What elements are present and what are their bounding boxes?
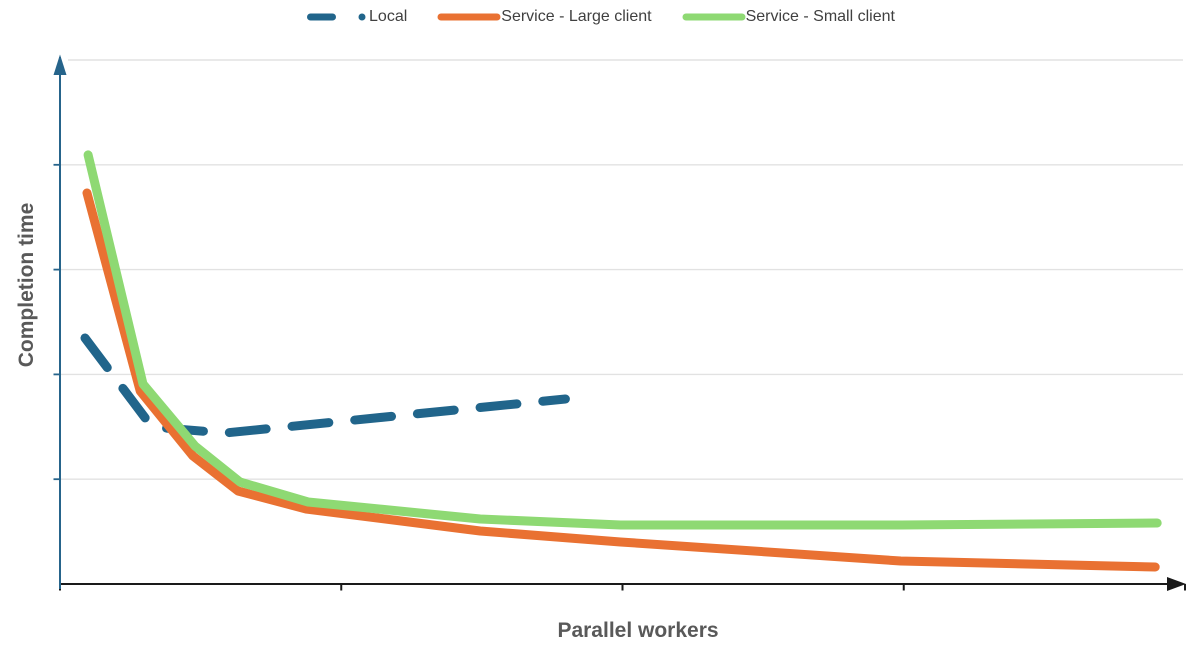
series-line-service-large-client[interactable] <box>82 188 1160 572</box>
local-dashed-line-swatch-icon <box>307 13 366 21</box>
legend-label-local: Local <box>369 8 408 25</box>
series-line-local[interactable] <box>80 333 570 438</box>
legend-item-service-small-client[interactable]: Service - Small client <box>682 4 895 30</box>
legend-item-local[interactable]: Local <box>305 4 407 30</box>
legend-label-service-large: Service - Large client <box>501 8 652 25</box>
service-small-line-swatch-icon <box>682 13 746 21</box>
legend-item-service-large-client[interactable]: Service - Large client <box>437 4 652 30</box>
legend: Local Service - Large client Service - S… <box>0 4 1200 30</box>
y-axis-title: Completion time <box>15 202 38 368</box>
legend-label-service-small: Service - Small client <box>745 8 895 25</box>
service-large-line-swatch-icon <box>437 13 501 21</box>
series-line-service-small-client[interactable] <box>83 150 1162 530</box>
x-axis-arrow-icon <box>1167 577 1186 591</box>
x-axis-title: Parallel workers <box>557 619 719 642</box>
y-axis-arrow-icon <box>53 54 67 75</box>
